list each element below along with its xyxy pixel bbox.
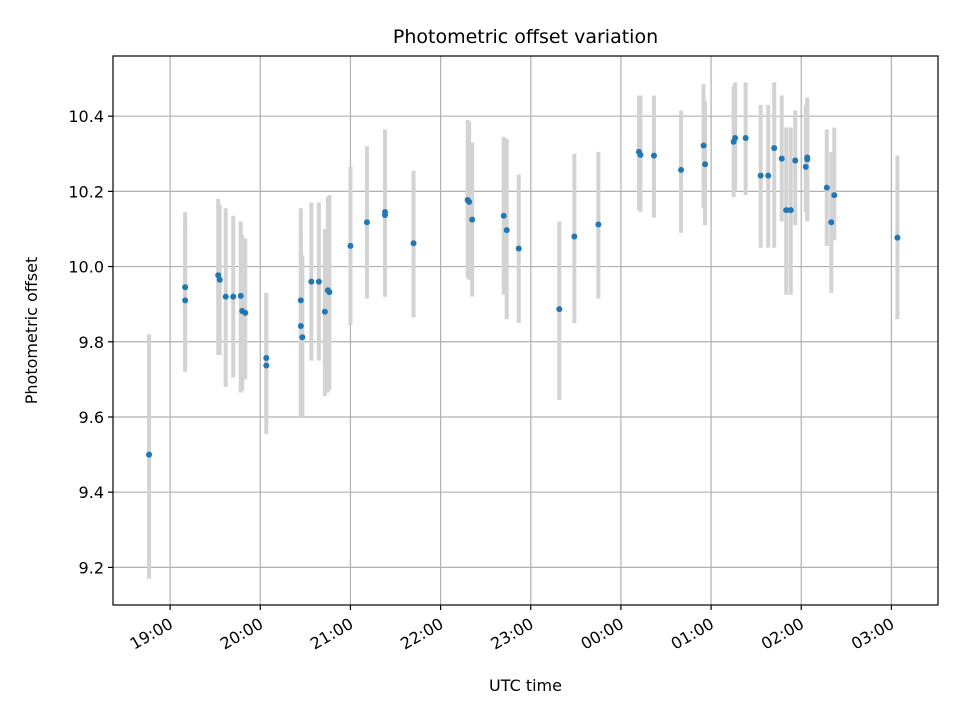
data-point <box>702 161 709 168</box>
y-tick-label: 10.4 <box>68 107 104 126</box>
error-bars <box>147 82 900 579</box>
chart-title: Photometric offset variation <box>393 26 658 48</box>
data-point <box>222 293 229 300</box>
y-tick-label: 9.8 <box>79 333 104 352</box>
data-point <box>678 166 685 173</box>
x-tick-label: 01:00 <box>668 614 717 654</box>
data-point <box>650 152 657 159</box>
data-point <box>765 172 772 179</box>
data-point <box>742 134 749 141</box>
data-point <box>828 219 835 226</box>
data-point <box>297 297 304 304</box>
data-point <box>215 272 222 279</box>
data-point <box>783 207 790 214</box>
data-point <box>802 163 809 170</box>
data-point <box>466 198 473 205</box>
data-point <box>216 276 223 283</box>
data-point <box>732 134 739 141</box>
data-point <box>804 156 811 163</box>
grid <box>113 56 938 605</box>
data-point <box>637 151 644 158</box>
data-point <box>792 157 799 164</box>
x-tick-label: 22:00 <box>397 614 446 654</box>
data-point <box>182 297 189 304</box>
y-tick-label: 10.2 <box>68 182 104 201</box>
y-tick-label: 9.6 <box>79 408 104 427</box>
x-axis-title: UTC time <box>489 676 562 695</box>
data-point <box>347 242 354 249</box>
x-tick-label: 02:00 <box>758 614 807 654</box>
data-point <box>700 142 707 149</box>
data-point <box>315 278 322 285</box>
data-point <box>500 212 507 219</box>
data-point <box>515 245 522 252</box>
data-point <box>297 322 304 329</box>
data-point <box>894 234 901 241</box>
data-point <box>503 227 510 234</box>
data-point <box>757 172 764 179</box>
data-point <box>326 289 333 296</box>
data-point <box>363 219 370 226</box>
data-point <box>321 308 328 315</box>
data-point <box>242 309 249 316</box>
x-tick-label: 19:00 <box>127 614 176 654</box>
data-points <box>146 134 901 458</box>
data-point <box>263 362 270 369</box>
x-tick-label: 00:00 <box>577 614 626 654</box>
data-point <box>146 451 153 458</box>
data-point <box>263 354 270 361</box>
data-point <box>831 192 838 199</box>
data-point <box>556 306 563 313</box>
data-point <box>571 233 578 240</box>
plot-frame <box>112 55 939 606</box>
data-point <box>787 207 794 214</box>
data-point <box>230 293 237 300</box>
data-point <box>410 240 417 247</box>
data-point <box>469 216 476 223</box>
y-axis-title: Photometric offset <box>22 257 41 405</box>
data-point <box>778 155 785 162</box>
x-tick-label: 21:00 <box>307 614 356 654</box>
x-tick-label: 23:00 <box>487 614 536 654</box>
data-point <box>771 145 778 152</box>
data-point <box>595 221 602 228</box>
y-tick-label: 9.4 <box>79 483 104 502</box>
data-point <box>381 212 388 219</box>
x-tick-label: 20:00 <box>217 614 266 654</box>
data-point <box>299 334 306 341</box>
x-tick-label: 03:00 <box>848 614 897 654</box>
data-point <box>308 278 315 285</box>
data-point <box>182 284 189 291</box>
y-tick-label: 10.0 <box>68 258 104 277</box>
y-tick-label: 9.2 <box>79 558 104 577</box>
data-point <box>237 292 244 299</box>
data-point <box>823 184 830 191</box>
